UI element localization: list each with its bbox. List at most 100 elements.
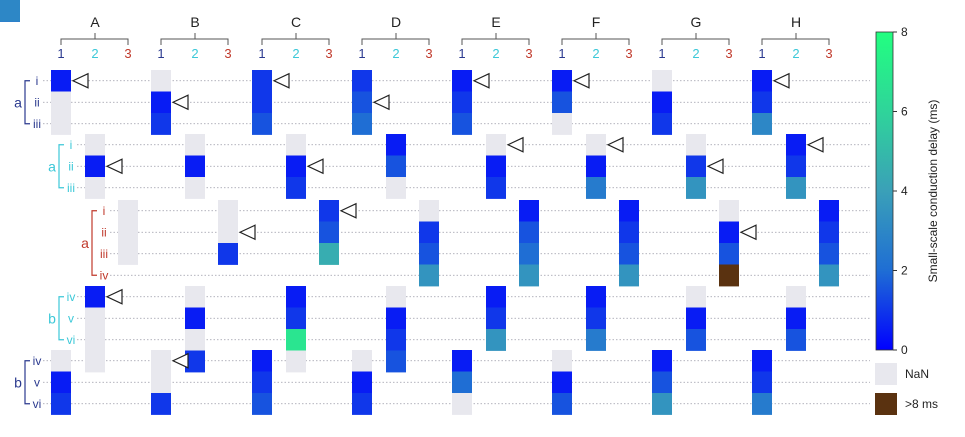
colorbar-bar [875, 31, 894, 351]
stimulation-marker-icon [506, 136, 524, 153]
heatmap-cell [252, 371, 272, 394]
heatmap-cell [652, 350, 672, 372]
colorbar: 0 2 4 6 8 Small-scale conduction delay (ms) [875, 25, 940, 357]
subcolumn-label: 1 [258, 46, 265, 61]
stimulation-marker-icon [772, 72, 790, 89]
row-group-bracket [58, 296, 64, 341]
heatmap-cell [352, 70, 372, 92]
legend-label: >8 ms [905, 397, 938, 411]
row-label-i: i [103, 204, 106, 218]
stimulation-markers [71, 72, 824, 369]
row-label-iii: iii [100, 247, 108, 261]
heatmap-cell [786, 177, 806, 199]
colorbar-tick-label: 8 [901, 25, 908, 39]
subcolumn-label: 2 [392, 46, 399, 61]
heatmap-cell [118, 243, 138, 265]
row-label-vi: vi [67, 333, 76, 347]
heatmap-cell [819, 221, 839, 244]
heatmap-cell [151, 70, 171, 92]
subcolumn-label: 3 [625, 46, 632, 61]
heatmap-cell [719, 200, 739, 222]
heatmap-cell [51, 113, 71, 135]
subcolumn-label: 1 [57, 46, 64, 61]
heatmap-cell [419, 221, 439, 244]
stimulation-marker-icon [739, 224, 757, 241]
column-label-F: F [592, 14, 601, 30]
heatmap-cell [51, 91, 71, 114]
heatmap-cell [786, 134, 806, 156]
heatmap-cell [51, 70, 71, 92]
column-label-B: B [190, 14, 199, 30]
heatmap-cell [652, 113, 672, 135]
heatmap-cell [652, 393, 672, 415]
heatmap-cell [151, 91, 171, 114]
heatmap-cell [419, 243, 439, 265]
heatmap-cell [752, 113, 772, 135]
row-label-vi: vi [33, 397, 42, 411]
stimulation-marker-icon [472, 72, 490, 89]
subcolumn-label: 1 [658, 46, 665, 61]
heatmap-cell [686, 134, 706, 156]
heatmap-cell [85, 307, 105, 330]
heatmap-cell [319, 221, 339, 244]
heatmap-cell [552, 91, 572, 114]
heatmap-cell [218, 243, 238, 265]
heatmap-cell [386, 155, 406, 178]
colorbar-tick-label: 4 [901, 184, 908, 198]
row-label-iv: iv [100, 268, 109, 282]
heatmap-cell [151, 393, 171, 415]
stimulation-marker-icon [238, 224, 256, 241]
subcolumn-label: 2 [592, 46, 599, 61]
subcolumn-label: 1 [157, 46, 164, 61]
heatmap-cell [819, 243, 839, 265]
heatmap-cell [452, 371, 472, 394]
heatmap-cell [218, 221, 238, 244]
heatmap-cell [51, 393, 71, 415]
subcolumn-label: 2 [792, 46, 799, 61]
heatmap-cell [286, 350, 306, 373]
subcolumn-label: 1 [358, 46, 365, 61]
stimulation-marker-icon [105, 288, 123, 305]
heatmap-cell [386, 350, 406, 373]
heatmap-cell [352, 350, 372, 372]
heatmap-cell [185, 307, 205, 330]
heatmap-cell [819, 200, 839, 222]
heatmap-cell [85, 286, 105, 308]
column-bracket [561, 33, 630, 45]
heatmap-cell [686, 329, 706, 351]
colorbar-title: Small-scale conduction delay (ms) [926, 100, 940, 283]
row-group-bracket [58, 144, 64, 189]
heatmap-cell [286, 307, 306, 330]
heatmap-cell [786, 329, 806, 351]
row-group-bracket [91, 210, 97, 276]
heatmap-cell [686, 286, 706, 308]
heatmap-cell [419, 200, 439, 222]
heatmap-cell [819, 264, 839, 287]
heatmap-cell [352, 91, 372, 114]
subcolumn-label: 2 [91, 46, 98, 61]
subcolumn-label: 3 [525, 46, 532, 61]
heatmap-cell [486, 307, 506, 330]
heatmap-cells [0, 0, 839, 415]
row-label-ii: ii [68, 159, 73, 173]
stimulation-marker-icon [105, 158, 123, 175]
heatmap-cell [752, 70, 772, 92]
column-bracket [461, 33, 530, 45]
row-group-label: a [81, 235, 89, 251]
row-label-ii: ii [34, 95, 39, 109]
subcolumn-label: 2 [692, 46, 699, 61]
colorbar-tick-label: 2 [901, 264, 908, 278]
heatmap-cell [619, 264, 639, 287]
heatmap-cell [118, 200, 138, 222]
stimulation-marker-icon [806, 136, 824, 153]
heatmap-cell [286, 155, 306, 178]
stimulation-marker-icon [372, 94, 390, 111]
heatmap-cell [452, 91, 472, 114]
stimulation-marker-icon [71, 72, 89, 89]
heatmap-cell [185, 155, 205, 178]
heatmap-cell [252, 91, 272, 114]
column-bracket [60, 33, 129, 45]
heatmap-cell [786, 155, 806, 178]
